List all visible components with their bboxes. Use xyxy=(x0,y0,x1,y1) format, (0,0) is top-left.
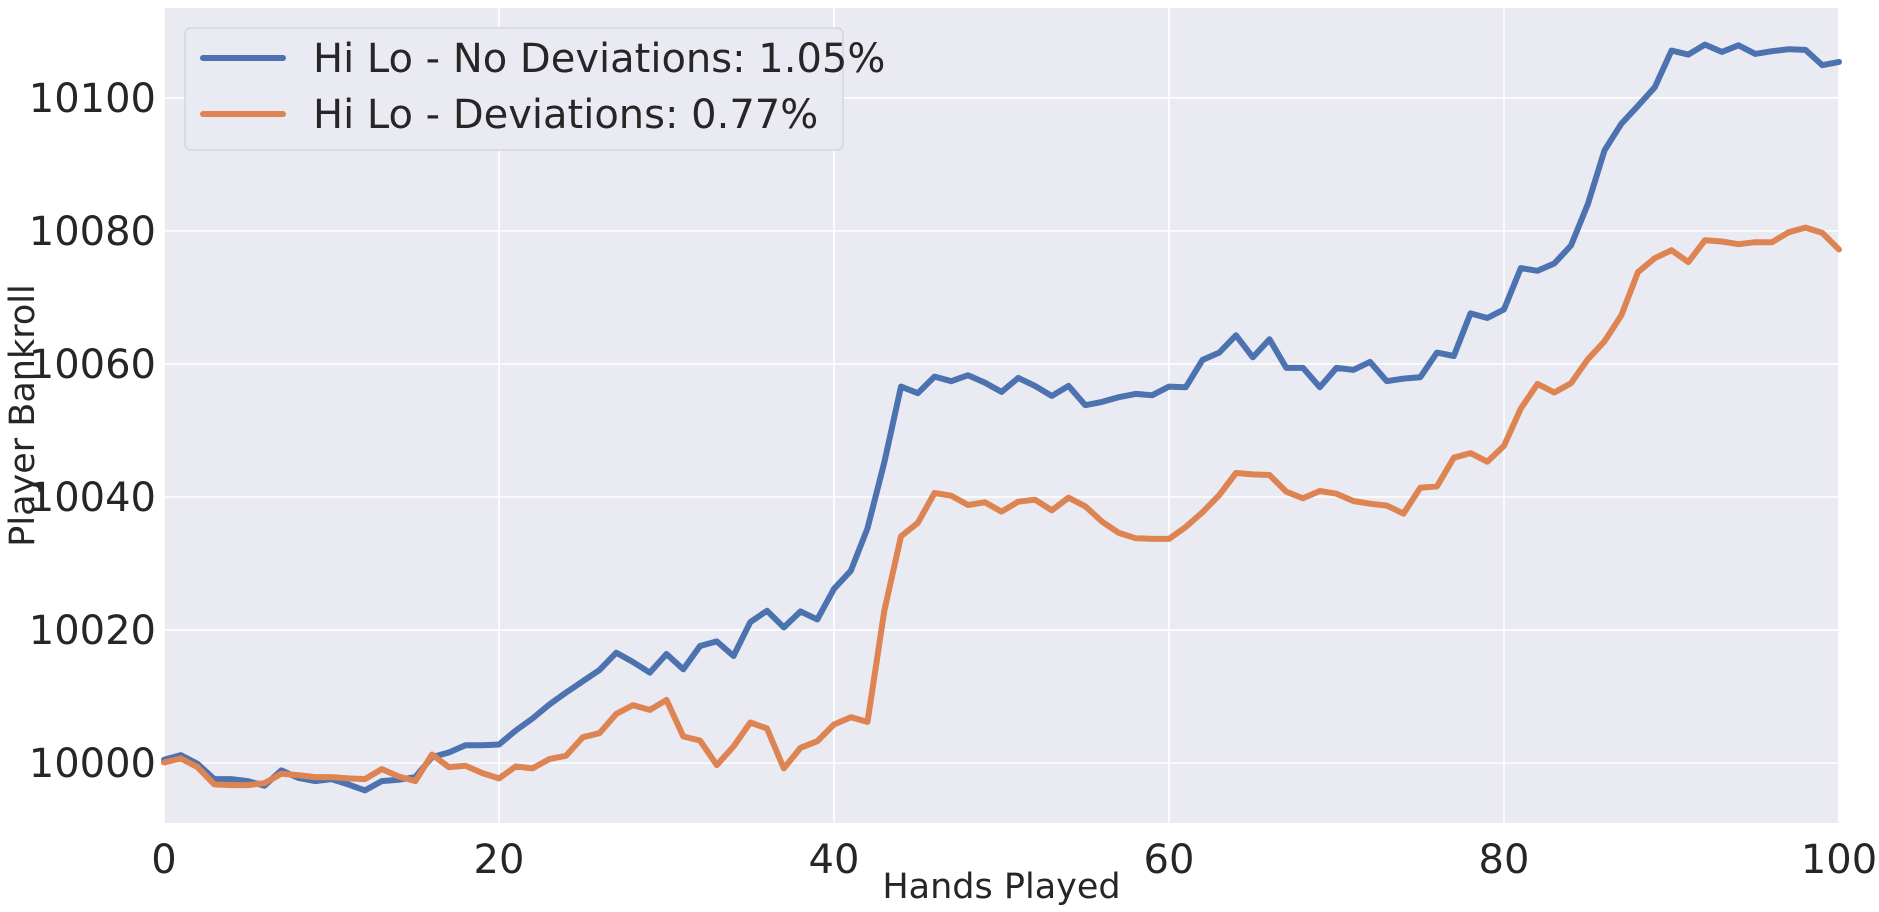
series-line-deviations xyxy=(161,224,1842,789)
x-axis-ticks: 0 20 40 60 80 100 xyxy=(151,837,1877,883)
x-tick-label: 80 xyxy=(1479,837,1530,883)
y-tick-label: 10080 xyxy=(29,209,156,255)
legend-label-no-deviations: Hi Lo - No Deviations: 1.05% xyxy=(313,36,885,82)
series-line-no-deviations xyxy=(161,41,1842,794)
x-tick-label: 40 xyxy=(809,837,860,883)
x-tick-label: 100 xyxy=(1801,837,1877,883)
y-tick-label: 10020 xyxy=(29,608,156,654)
y-axis-title: Player Bankroll xyxy=(3,284,43,546)
series-lines xyxy=(161,41,1842,794)
x-axis-title: Hands Played xyxy=(882,867,1120,907)
y-axis-ticks: 10000 10020 10040 10060 10080 10100 xyxy=(29,76,156,787)
legend: Hi Lo - No Deviations: 1.05% Hi Lo - Dev… xyxy=(184,27,885,151)
x-tick-label: 60 xyxy=(1144,837,1195,883)
legend-label-deviations: Hi Lo - Deviations: 0.77% xyxy=(313,92,818,138)
y-tick-label: 10000 xyxy=(29,741,156,787)
y-tick-label: 10040 xyxy=(29,475,156,521)
x-tick-label: 20 xyxy=(474,837,525,883)
x-tick-label: 0 xyxy=(151,837,176,883)
legend-box xyxy=(184,27,844,151)
y-tick-label: 10060 xyxy=(29,342,156,388)
y-tick-label: 10100 xyxy=(29,76,156,122)
